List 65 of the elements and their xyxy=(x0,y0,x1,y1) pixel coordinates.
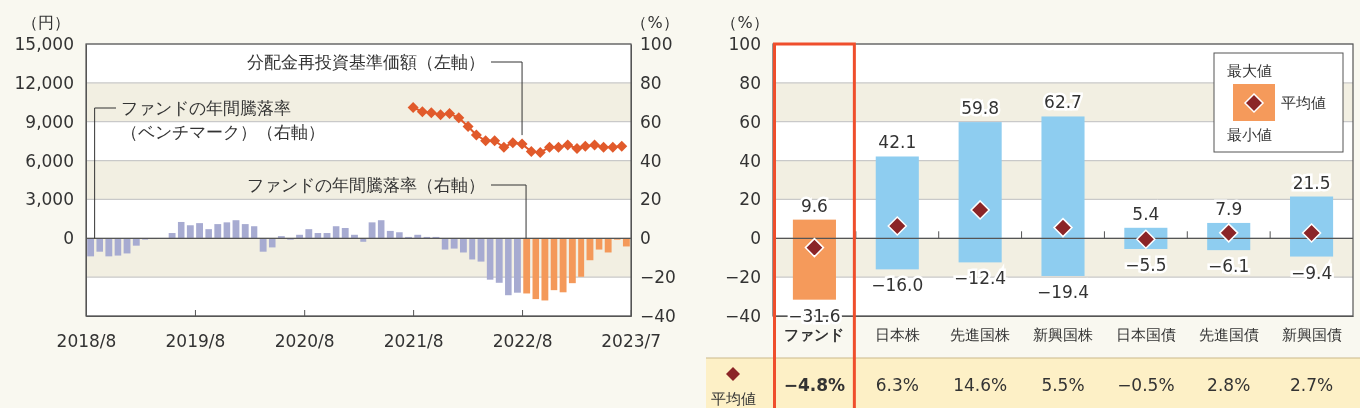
x-tick-label: 先進国債 xyxy=(1198,325,1259,344)
x-tick-label: 2020/8 xyxy=(274,331,335,352)
annotation: −12.4 xyxy=(954,268,1007,289)
y2-tick-label: 80 xyxy=(640,72,662,93)
annotation: −16.0 xyxy=(871,275,924,296)
annotation: 9.6 xyxy=(800,195,828,216)
data-label: 6.3% xyxy=(875,375,919,395)
data-label: 5.5% xyxy=(1041,375,1085,395)
x-tick-label: 日本株 xyxy=(874,325,920,344)
annotation: −9.4 xyxy=(1290,262,1333,283)
y-tick-label: −20 xyxy=(725,267,761,288)
x-tick-label: ファンド xyxy=(784,325,845,344)
y2-tick-label: −40 xyxy=(640,305,676,326)
x-tick-label: 2022/8 xyxy=(492,331,553,352)
y-axis-title: （円） xyxy=(22,12,70,32)
y-axis-title: （%） xyxy=(721,12,769,32)
annotation: −6.1 xyxy=(1208,256,1250,277)
legend-label: 平均値 xyxy=(1281,94,1326,112)
y-tick-label: 100 xyxy=(728,33,761,54)
x-tick-label: 2021/8 xyxy=(383,331,444,352)
y2-tick-label: 60 xyxy=(640,111,662,132)
x-tick-label: 新興国債 xyxy=(1281,325,1342,344)
annotation: 42.1 xyxy=(878,132,917,153)
text: ファンドの年間騰落率（ベンチマーク）（右軸） xyxy=(121,98,325,142)
y2-tick-label: 20 xyxy=(640,189,662,210)
annotation: −19.4 xyxy=(1036,281,1090,302)
x-tick-label: 日本国債 xyxy=(1115,325,1176,344)
y-tick-label: 3,000 xyxy=(25,189,74,210)
data-label: 2.8% xyxy=(1207,375,1251,395)
data-label: −4.8% xyxy=(783,375,846,395)
annotation: 最小値 xyxy=(1227,126,1272,144)
annotation: 7.9 xyxy=(1215,198,1243,219)
y2-tick-label: 100 xyxy=(640,33,673,54)
y-tick-label: 12,000 xyxy=(14,72,74,93)
annotation: −5.5 xyxy=(1125,254,1167,275)
y2-tick-label: 0 xyxy=(640,228,651,249)
annotation: 62.7 xyxy=(1044,92,1082,113)
text: 分配金再投資基準価額（左軸） xyxy=(247,52,485,72)
data-label: 2.7% xyxy=(1289,375,1334,395)
y-tick-label: −40 xyxy=(725,305,761,326)
y-tick-label: 9,000 xyxy=(25,111,74,132)
text: 平均値 xyxy=(710,390,756,408)
y2-tick-label: −20 xyxy=(640,267,676,288)
annotation: 最大値 xyxy=(1227,62,1272,80)
annotation: 5.4 xyxy=(1132,203,1160,224)
x-tick-label: 2023/7 xyxy=(601,331,662,352)
y-tick-label: 20 xyxy=(739,189,761,210)
x-tick-label: 新興国株 xyxy=(1033,325,1093,344)
y-tick-label: 0 xyxy=(750,228,761,249)
y-tick-label: 6,000 xyxy=(25,150,74,171)
y-tick-label: 80 xyxy=(739,72,761,93)
x-tick-label: 2018/8 xyxy=(56,331,117,352)
x-tick-label: 先進国株 xyxy=(950,325,1011,344)
annotation: 59.8 xyxy=(961,98,1000,119)
y-tick-label: 40 xyxy=(739,150,761,171)
x-tick-label: 2019/8 xyxy=(165,331,226,352)
annotation: 21.5 xyxy=(1292,172,1331,193)
y-tick-label: 15,000 xyxy=(14,33,74,54)
y2-tick-label: 40 xyxy=(640,150,662,171)
y2-axis-title: （%） xyxy=(631,12,679,32)
data-label: −0.5% xyxy=(1117,375,1175,395)
text: ファンドの年間騰落率（右軸） xyxy=(247,175,485,195)
y-tick-label: 60 xyxy=(739,111,761,132)
y-tick-label: 0 xyxy=(63,228,74,249)
data-label: 14.6% xyxy=(953,375,1008,395)
